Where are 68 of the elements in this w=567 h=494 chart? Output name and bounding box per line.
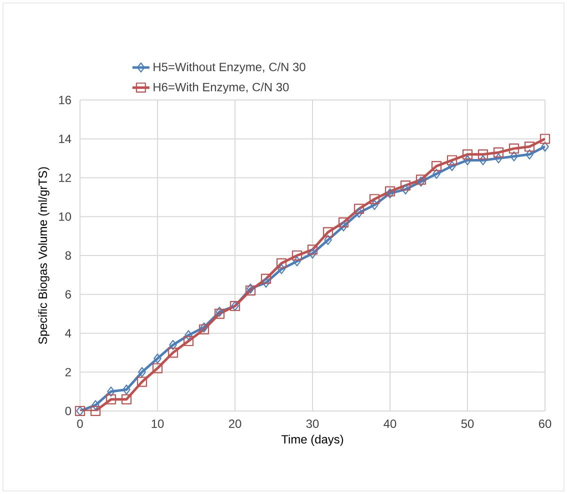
- point: [541, 142, 549, 152]
- legend-label: H6=With Enzyme, C/N 30: [154, 82, 289, 94]
- x-tick-label: 0: [77, 419, 83, 428]
- point: [479, 155, 487, 166]
- x-tick-label: 60: [538, 419, 552, 428]
- point: [90, 406, 101, 416]
- y-tick-label: 8: [65, 251, 71, 260]
- point: [493, 147, 504, 158]
- point: [402, 184, 410, 194]
- point: [324, 234, 332, 245]
- y-tick-label: 4: [65, 329, 72, 338]
- y-tick-label: 10: [59, 212, 72, 221]
- y-tick-label: 6: [65, 290, 71, 299]
- point: [400, 180, 411, 191]
- y-tick-label: 2: [65, 368, 71, 376]
- point: [138, 367, 146, 378]
- point: [370, 200, 378, 210]
- y-axis-title: Specific Biogas Volume (ml/grTS): [38, 167, 50, 344]
- point: [446, 155, 458, 166]
- point: [122, 384, 130, 395]
- point: [136, 376, 148, 387]
- point: [508, 144, 520, 154]
- point: [293, 256, 301, 266]
- point: [121, 394, 132, 404]
- point: [278, 264, 286, 274]
- point: [338, 217, 349, 228]
- point: [340, 221, 348, 232]
- y-tick-label: 16: [59, 96, 71, 104]
- point: [262, 278, 270, 288]
- point: [464, 155, 472, 166]
- point: [540, 134, 550, 144]
- point: [169, 340, 177, 350]
- point: [184, 330, 192, 340]
- point: [322, 227, 334, 238]
- point: [260, 274, 272, 284]
- y-tick-label: 14: [59, 134, 72, 143]
- point: [354, 204, 364, 214]
- legend-label: H5=Without Enzyme, C/N 30: [154, 62, 306, 74]
- point: [448, 161, 456, 172]
- point: [369, 194, 380, 204]
- point: [308, 248, 316, 259]
- x-tick-label: 40: [384, 419, 396, 428]
- point: [510, 151, 518, 162]
- x-tick-label: 10: [152, 419, 164, 428]
- point: [92, 400, 100, 410]
- point: [478, 149, 488, 160]
- x-tick-label: 30: [306, 419, 319, 428]
- point: [107, 386, 115, 397]
- point: [307, 244, 318, 255]
- point: [526, 149, 534, 160]
- point: [355, 208, 363, 218]
- y-tick-label: 12: [59, 174, 71, 182]
- point: [494, 153, 502, 164]
- point: [168, 348, 178, 358]
- point: [292, 250, 302, 261]
- point: [432, 168, 440, 179]
- x-tick-label: 20: [228, 419, 242, 428]
- point: [276, 258, 287, 268]
- point: [524, 142, 535, 152]
- point: [152, 363, 163, 374]
- point: [106, 394, 116, 404]
- point: [154, 353, 162, 364]
- x-axis-title: Time (days): [281, 434, 344, 446]
- x-tick-label: 50: [461, 419, 474, 428]
- point: [462, 149, 473, 160]
- y-tick-label: 0: [65, 406, 72, 416]
- point: [183, 336, 194, 346]
- point: [431, 161, 442, 172]
